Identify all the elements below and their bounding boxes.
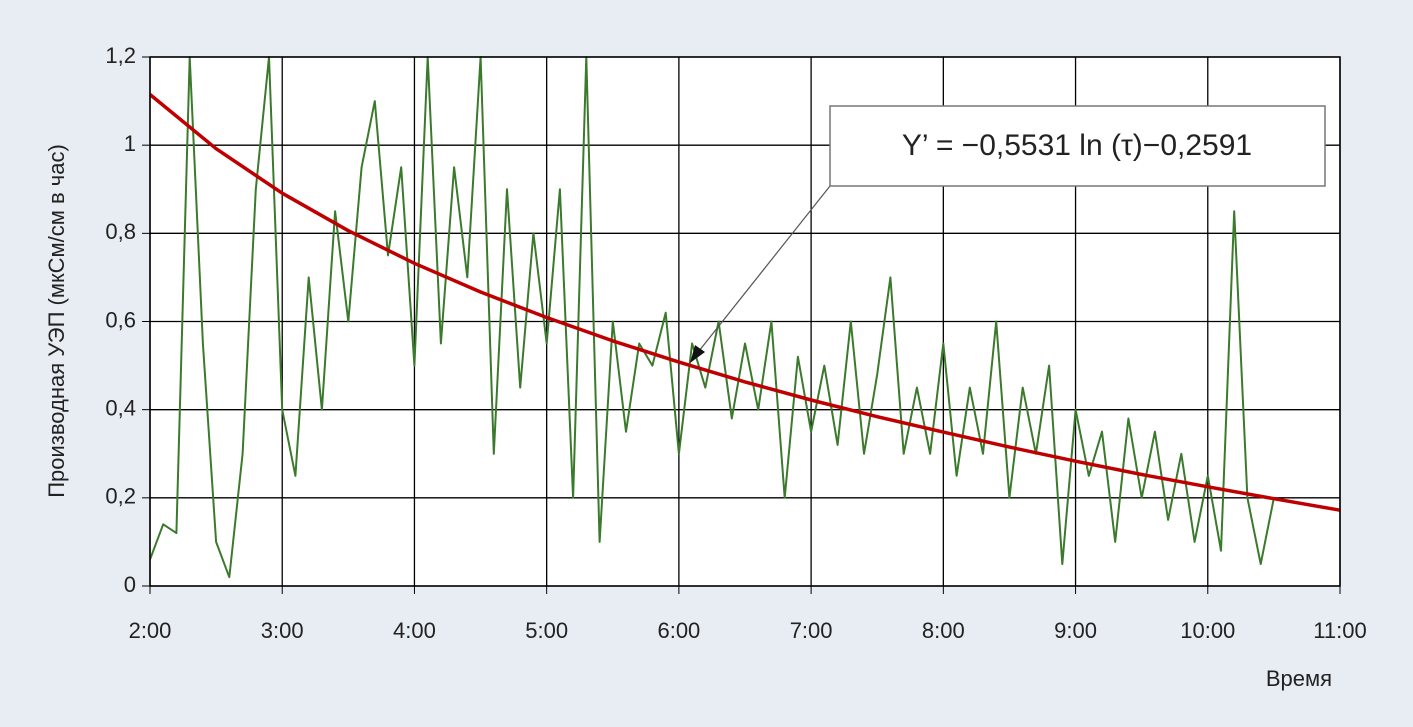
y-tick-label: 0: [124, 572, 136, 597]
x-tick-label: 9:00: [1054, 618, 1097, 643]
x-tick-label: 4:00: [393, 618, 436, 643]
x-tick-label: 5:00: [525, 618, 568, 643]
annotation-arrow: [694, 185, 831, 357]
y-tick-label: 1,2: [105, 43, 136, 68]
y-tick-label: 0,4: [105, 395, 136, 420]
annotation: Y’ = −0,5531 ln (τ)−0,2591: [902, 129, 1252, 162]
lines: [148, 56, 1341, 579]
y-tick-label: 0,6: [105, 307, 136, 332]
series-line: [148, 93, 1341, 512]
y-axis-label: Производная УЭП (мкСм/см в час): [44, 144, 69, 498]
y-tick-label: 0,8: [105, 219, 136, 244]
annotation-box: [829, 105, 1326, 187]
x-tick-label: 3:00: [261, 618, 304, 643]
x-tick-label: 6:00: [657, 618, 700, 643]
x-axis-label: Время: [1266, 666, 1332, 691]
arrow-head: [690, 345, 705, 363]
y-tick-label: 0,2: [105, 484, 136, 509]
x-tick-label: 2:00: [129, 618, 172, 643]
x-tick-label: 7:00: [790, 618, 833, 643]
x-tick-label: 11:00: [1313, 618, 1366, 643]
x-tick-label: 8:00: [922, 618, 965, 643]
x-tick-label: 10:00: [1180, 618, 1235, 643]
y-tick-label: 1: [124, 131, 136, 156]
